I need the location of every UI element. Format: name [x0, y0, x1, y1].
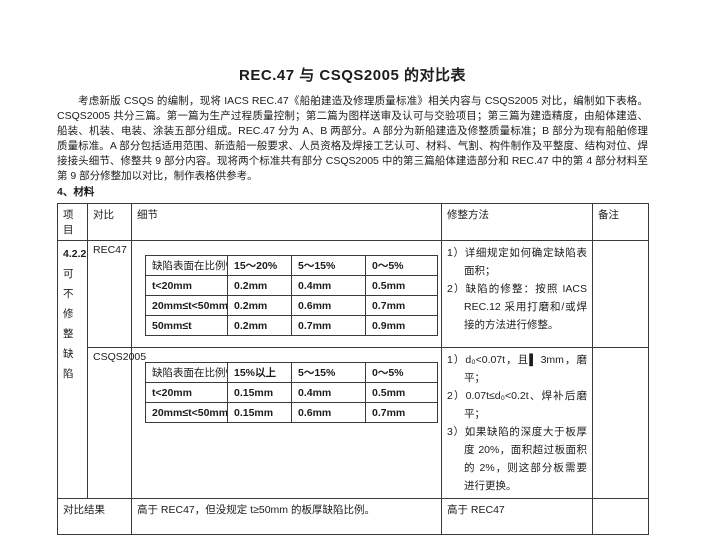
inner-cell: 20mm≤t<50mm [145, 295, 228, 316]
col-header-remark: 备注 [592, 203, 649, 241]
item-label-line: 缺陷 [63, 348, 74, 380]
csqs2005-method-item: 1）d₀<0.07t，且▌ 3mm，磨平； [447, 354, 587, 384]
inner-cell: 0.5mm [365, 275, 438, 296]
inner-cell: 0.9mm [365, 315, 438, 336]
item-label-line: 可 不 [63, 268, 74, 300]
item-cell: 4.2.2 可 不 修 整 缺陷 [57, 240, 88, 499]
inner-cell: 0.7mm [365, 402, 438, 423]
inner-cell: 0.15mm [227, 402, 292, 423]
inner-cell: 0.6mm [291, 402, 366, 423]
table-row-csqs2005: CSQS2005 缺陷表面在比例% 15%以上 5～15% 0～5% [58, 347, 649, 499]
inner-cell: 50mm≤t [145, 315, 228, 336]
inner-cell: 0.4mm [291, 275, 366, 296]
inner-cell: 0.7mm [291, 315, 366, 336]
inner-row: 缺陷表面在比例% 15%以上 5～15% 0～5% [145, 362, 438, 383]
inner-cell: 20mm≤t<50mm [145, 402, 228, 423]
col-header-method: 修整方法 [441, 203, 593, 241]
table-row-result: 对比结果 高于 REC47，但没规定 t≥50mm 的板厚缺陷比例。 高于 RE… [57, 498, 649, 535]
table-row-rec47: 4.2.2 可 不 修 整 缺陷 REC47 缺陷表面在比例% 15～20% 5… [57, 240, 649, 499]
result-remark [592, 498, 649, 535]
inner-cell: 缺陷表面在比例% [145, 255, 228, 276]
inner-cell: 0.2mm [227, 295, 292, 316]
inner-cell: 0.2mm [227, 315, 292, 336]
inner-cell: 15～20% [227, 255, 292, 276]
inner-cell: 5～15% [291, 255, 366, 276]
inner-cell: 5～15% [291, 362, 366, 383]
inner-cell: 0.2mm [227, 275, 292, 296]
inner-cell: 0～5% [365, 255, 438, 276]
rec47-detail-cell: 缺陷表面在比例% 15～20% 5～15% 0～5% t<20mm 0.2mm … [131, 240, 442, 348]
rec47-inner-table: 缺陷表面在比例% 15～20% 5～15% 0～5% t<20mm 0.2mm … [145, 255, 438, 336]
col-header-compare: 对比 [87, 203, 132, 241]
rec47-method-item: 2）缺陷的修整：按照 IACS REC.12 采用打磨和/或焊接的方法进行修整。 [447, 283, 587, 331]
inner-row: t<20mm 0.15mm 0.4mm 0.5mm [145, 382, 438, 403]
csqs2005-label: CSQS2005 [87, 347, 146, 499]
rec47-method-item: 1）详细规定如何确定缺陷表面积； [447, 247, 587, 277]
table-header-row: 项目 对比 细节 修整方法 备注 [57, 203, 649, 241]
inner-row: 50mm≤t 0.2mm 0.7mm 0.9mm [145, 315, 438, 336]
result-method: 高于 REC47 [441, 498, 593, 535]
rec47-label: REC47 [87, 240, 132, 348]
item-code: 4.2.2 [63, 248, 87, 260]
page-title: REC.47 与 CSQS2005 的对比表 [239, 67, 466, 84]
rec47-method-cell: 1）详细规定如何确定缺陷表面积； 2）缺陷的修整：按照 IACS REC.12 … [441, 240, 593, 348]
comparison-table: 项目 对比 细节 修整方法 备注 4.2.2 可 不 修 整 缺陷 REC47 [57, 203, 649, 535]
rec47-remark-cell [592, 240, 649, 348]
col-header-item: 项目 [57, 203, 88, 241]
csqs2005-inner-table: 缺陷表面在比例% 15%以上 5～15% 0～5% t<20mm 0.15mm … [145, 362, 438, 423]
csqs2005-method-cell: 1）d₀<0.07t，且▌ 3mm，磨平； 2）0.07t≤d₀<0.2t、焊补… [441, 347, 593, 499]
csqs2005-method-item: 2）0.07t≤d₀<0.2t、焊补后磨平； [447, 390, 587, 420]
inner-cell: 0～5% [365, 362, 438, 383]
inner-cell: 缺陷表面在比例% [145, 362, 228, 383]
item-label-line: 修 整 [63, 308, 74, 340]
inner-cell: 15%以上 [227, 362, 292, 383]
result-label: 对比结果 [57, 498, 132, 535]
result-detail: 高于 REC47，但没规定 t≥50mm 的板厚缺陷比例。 [131, 498, 442, 535]
csqs2005-remark-cell [592, 347, 649, 499]
section-heading: 4、材料 [57, 186, 95, 198]
csqs2005-detail-cell: 缺陷表面在比例% 15%以上 5～15% 0～5% t<20mm 0.15mm … [131, 347, 442, 499]
intro-paragraph: 考虑新版 CSQS 的编制，现将 IACS REC.47《船舶建造及修理质量标准… [57, 95, 648, 182]
inner-row: 缺陷表面在比例% 15～20% 5～15% 0～5% [145, 255, 438, 276]
inner-cell: 0.4mm [291, 382, 366, 403]
inner-cell: 0.7mm [365, 295, 438, 316]
inner-row: 20mm≤t<50mm 0.2mm 0.6mm 0.7mm [145, 295, 438, 316]
inner-cell: 0.15mm [227, 382, 292, 403]
inner-cell: 0.5mm [365, 382, 438, 403]
inner-row: t<20mm 0.2mm 0.4mm 0.5mm [145, 275, 438, 296]
inner-cell: t<20mm [145, 382, 228, 403]
col-header-detail: 细节 [131, 203, 442, 241]
inner-cell: 0.6mm [291, 295, 366, 316]
inner-cell: t<20mm [145, 275, 228, 296]
inner-row: 20mm≤t<50mm 0.15mm 0.6mm 0.7mm [145, 402, 438, 423]
csqs2005-method-item: 3）如果缺陷的深度大于板厚度 20%，面积超过板面积的 2%，则这部分板需要进行… [447, 426, 587, 492]
